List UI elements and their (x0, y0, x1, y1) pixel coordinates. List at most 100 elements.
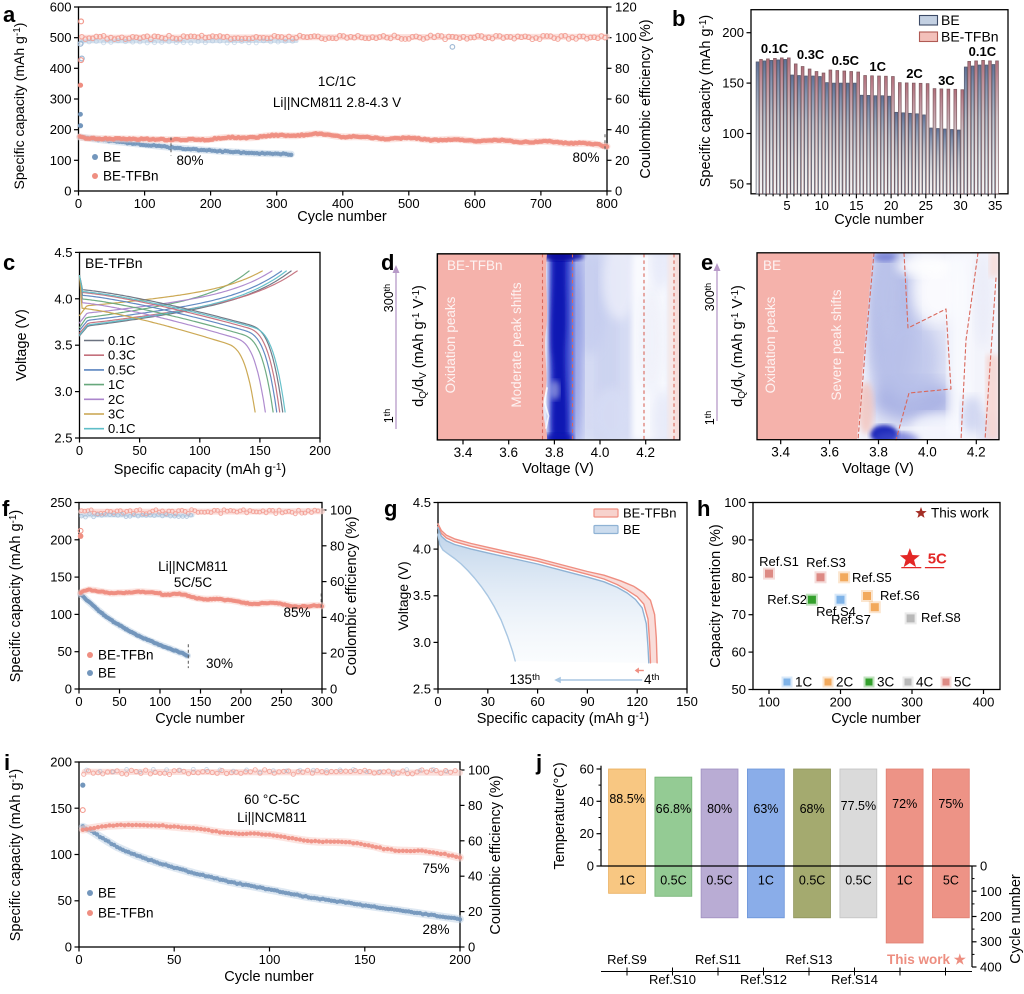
svg-text:0: 0 (75, 196, 82, 211)
svg-text:150: 150 (676, 694, 698, 709)
svg-text:0: 0 (75, 952, 82, 967)
svg-text:0.3C: 0.3C (108, 348, 135, 363)
svg-text:400: 400 (332, 196, 354, 211)
svg-text:Coulombic efficiency (%): Coulombic efficiency (%) (488, 775, 504, 934)
svg-text:Voltage (V): Voltage (V) (522, 461, 594, 477)
svg-text:80%: 80% (572, 150, 599, 165)
svg-text:0: 0 (330, 682, 337, 697)
svg-text:BE: BE (763, 258, 781, 273)
svg-text:15: 15 (849, 198, 863, 213)
svg-text:60: 60 (615, 92, 629, 107)
svg-text:Cycle number: Cycle number (834, 212, 924, 228)
svg-text:0: 0 (64, 184, 71, 199)
svg-text:50: 50 (58, 893, 72, 908)
svg-text:2C: 2C (836, 675, 854, 690)
svg-text:80: 80 (330, 538, 344, 553)
svg-text:40: 40 (615, 122, 629, 137)
svg-text:Oxidation peaks: Oxidation peaks (763, 296, 778, 393)
svg-text:68%: 68% (800, 802, 825, 816)
svg-text:200: 200 (980, 909, 1002, 924)
svg-text:Ref.S9: Ref.S9 (607, 952, 647, 967)
svg-text:BE: BE (623, 522, 641, 537)
svg-text:60: 60 (330, 574, 344, 589)
svg-text:25: 25 (919, 198, 933, 213)
svg-text:75%: 75% (938, 797, 963, 811)
svg-text:Severe peak shifts: Severe peak shifts (829, 289, 844, 400)
svg-text:80%: 80% (176, 153, 203, 168)
svg-text:250: 250 (50, 495, 72, 510)
svg-text:Voltage (V): Voltage (V) (842, 461, 914, 477)
svg-text:90: 90 (732, 532, 746, 547)
svg-text:100: 100 (149, 694, 171, 709)
svg-text:BE: BE (98, 666, 116, 681)
svg-text:Li||NCM811 2.8-4.3 V: Li||NCM811 2.8-4.3 V (273, 95, 401, 110)
svg-text:Temperature(°C): Temperature(°C) (552, 762, 568, 869)
svg-text:dQ/dV (mAh g-1 V-1): dQ/dV (mAh g-1 V-1) (730, 285, 748, 407)
svg-text:4.2: 4.2 (636, 445, 655, 460)
svg-text:Cycle number: Cycle number (1008, 874, 1024, 964)
svg-text:Ref.S12: Ref.S12 (740, 972, 787, 987)
svg-text:BE-TFBn: BE-TFBn (85, 255, 143, 271)
svg-text:60: 60 (530, 694, 544, 709)
svg-text:4.0: 4.0 (591, 445, 610, 460)
svg-text:0: 0 (980, 859, 987, 874)
svg-text:100: 100 (50, 847, 72, 862)
svg-text:3.8: 3.8 (869, 445, 888, 460)
svg-text:35: 35 (988, 198, 1002, 213)
svg-text:Specific capacity (mAh g-1): Specific capacity (mAh g-1) (11, 23, 27, 190)
svg-text:Specific capacity (mAh g-1): Specific capacity (mAh g-1) (114, 462, 287, 478)
svg-text:Specific capacity (mAh g-1): Specific capacity (mAh g-1) (477, 711, 650, 727)
svg-text:20: 20 (615, 153, 629, 168)
svg-text:BE-TFBn: BE-TFBn (447, 258, 503, 273)
svg-text:Voltage (V): Voltage (V) (395, 561, 411, 630)
svg-text:0.1C: 0.1C (969, 44, 997, 59)
svg-text:75%: 75% (422, 861, 449, 876)
svg-text:120: 120 (615, 0, 637, 15)
svg-text:4.0: 4.0 (413, 542, 431, 557)
svg-text:Cycle number: Cycle number (224, 969, 314, 985)
svg-text:63%: 63% (753, 802, 778, 816)
svg-text:a: a (3, 2, 16, 27)
svg-text:200: 200 (230, 694, 252, 709)
svg-text:66.8%: 66.8% (656, 802, 691, 816)
svg-text:300: 300 (980, 934, 1002, 949)
svg-text:200: 200 (50, 122, 72, 137)
svg-text:3.6: 3.6 (820, 445, 839, 460)
svg-text:Cycle number: Cycle number (297, 209, 387, 225)
svg-text:BE-TFBn: BE-TFBn (98, 648, 154, 663)
svg-text:0.1C: 0.1C (761, 41, 789, 56)
svg-text:150: 150 (190, 694, 212, 709)
svg-text:250: 250 (271, 694, 293, 709)
svg-text:1C: 1C (897, 874, 913, 888)
svg-text:Ref.S4: Ref.S4 (816, 604, 856, 619)
svg-text:100: 100 (330, 503, 352, 518)
svg-text:70: 70 (732, 607, 746, 622)
svg-text:0: 0 (75, 694, 82, 709)
svg-text:Ref.S7: Ref.S7 (831, 612, 871, 627)
svg-text:400: 400 (50, 61, 72, 76)
svg-text:1C/1C: 1C/1C (318, 74, 357, 89)
svg-text:0.5C: 0.5C (832, 53, 860, 68)
svg-text:0.1C: 0.1C (108, 333, 135, 348)
svg-text:200: 200 (50, 755, 72, 770)
svg-text:Specific capacity (mAh g-1): Specific capacity (mAh g-1) (698, 15, 714, 188)
svg-text:d: d (381, 250, 394, 275)
svg-text:2.5: 2.5 (413, 682, 431, 697)
svg-text:80: 80 (615, 61, 629, 76)
svg-text:3.5: 3.5 (413, 588, 431, 603)
svg-text:This work: This work (931, 506, 989, 521)
svg-text:BE: BE (941, 12, 960, 28)
svg-text:30: 30 (953, 198, 967, 213)
svg-text:100: 100 (724, 495, 746, 510)
svg-text:40: 40 (580, 794, 594, 809)
svg-text:1C: 1C (795, 675, 813, 690)
svg-text:Moderate peak shifts: Moderate peak shifts (509, 282, 524, 408)
svg-text:4.0: 4.0 (54, 291, 72, 306)
svg-text:4.5: 4.5 (413, 495, 431, 510)
svg-text:200: 200 (722, 25, 744, 40)
svg-text:b: b (672, 6, 685, 31)
svg-text:0: 0 (434, 694, 441, 709)
svg-text:Ref.S8: Ref.S8 (921, 610, 961, 625)
svg-text:100: 100 (50, 153, 72, 168)
svg-text:200: 200 (830, 695, 852, 710)
